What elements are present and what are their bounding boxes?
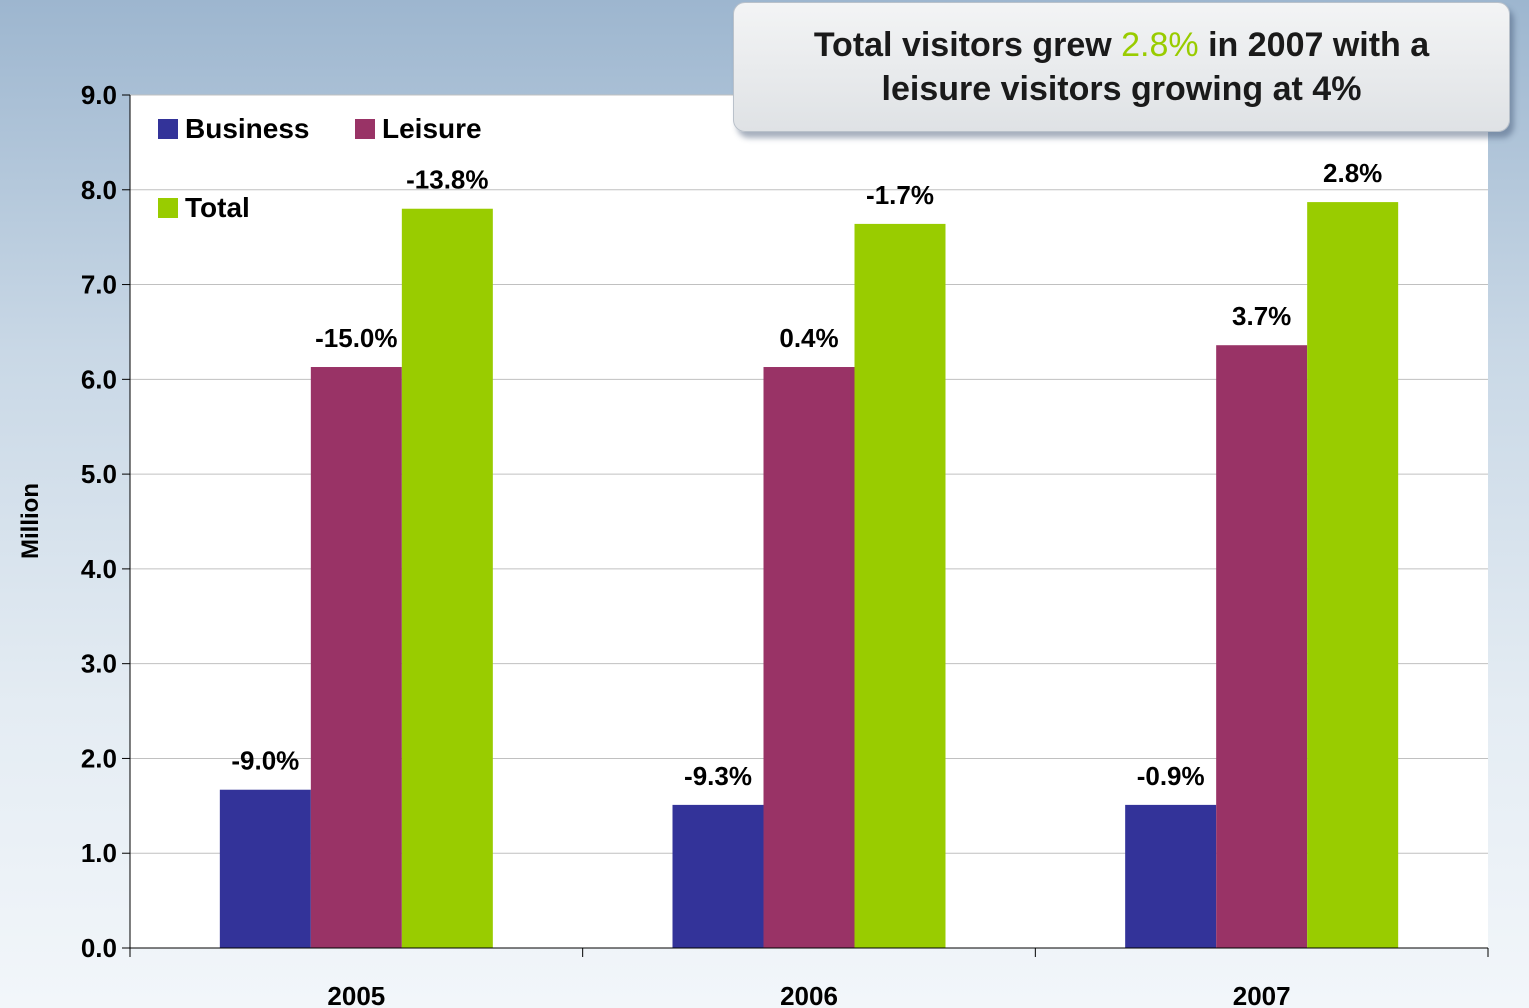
bar-leisure <box>310 367 402 948</box>
y-tick-label: 3.0 <box>81 649 117 679</box>
bars <box>219 202 1399 949</box>
legend-swatch-total <box>158 198 178 218</box>
data-label: 3.7% <box>1232 301 1291 331</box>
bar-leisure <box>1216 345 1308 948</box>
data-label: 0.4% <box>779 323 838 353</box>
data-label: -9.0% <box>231 746 299 776</box>
data-label: -0.9% <box>1137 761 1205 791</box>
y-tick-label: 9.0 <box>81 80 117 110</box>
axes: 0.0 1.0 2.0 3.0 4.0 5.0 6.0 7.0 8.0 9.0 2005 2006 20… <box>81 80 1489 1008</box>
data-label: -15.0% <box>315 323 397 353</box>
bar-business <box>219 789 311 948</box>
y-tick-label: 0.0 <box>81 933 117 963</box>
legend: Business Leisure Total <box>158 113 482 223</box>
legend-label: Leisure <box>382 113 482 144</box>
bar-leisure <box>763 367 855 948</box>
callout-line-2: leisure visitors growing at 4% <box>881 70 1362 108</box>
bar-labels: -9.0% -15.0% -13.8% -9.3% 0.4% -1.7% -0.9% 3.7%… <box>231 158 1382 791</box>
x-tick-label: 2007 <box>1233 981 1291 1008</box>
legend-label: Business <box>185 113 310 144</box>
bar-total <box>854 223 946 949</box>
x-tick-label: 2005 <box>327 981 385 1008</box>
y-tick-label: 5.0 <box>81 459 117 489</box>
data-label: -13.8% <box>406 165 488 195</box>
y-tick-label: 8.0 <box>81 175 117 205</box>
data-label: -9.3% <box>684 761 752 791</box>
bar-total <box>401 208 493 948</box>
legend-label: Total <box>185 192 250 223</box>
y-axis-label: Million <box>17 483 44 559</box>
y-tick-label: 7.0 <box>81 270 117 300</box>
callout-line-1: Total visitors grew 2.8% in 2007 with a <box>814 23 1429 67</box>
bar-business <box>672 804 764 948</box>
y-tick-label: 2.0 <box>81 743 117 773</box>
data-label: 2.8% <box>1323 158 1382 188</box>
callout-text-post: in 2007 with a <box>1198 26 1430 64</box>
bar-total <box>1307 202 1399 949</box>
y-tick-label: 6.0 <box>81 364 117 394</box>
data-label: -1.7% <box>866 180 934 210</box>
legend-swatch-business <box>158 119 178 139</box>
y-tick-label: 1.0 <box>81 838 117 868</box>
callout-highlight: 2.8% <box>1121 26 1199 64</box>
legend-swatch-leisure <box>355 119 375 139</box>
bar-business <box>1125 804 1217 948</box>
callout-box: Total visitors grew 2.8% in 2007 with a … <box>733 2 1510 132</box>
callout-text-pre: Total visitors grew <box>813 26 1122 64</box>
x-tick-label: 2006 <box>780 981 838 1008</box>
y-tick-label: 4.0 <box>81 554 117 584</box>
